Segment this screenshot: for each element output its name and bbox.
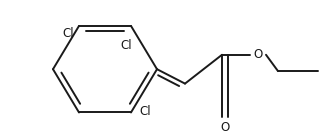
Text: Cl: Cl: [139, 105, 151, 118]
Text: Cl: Cl: [120, 39, 132, 52]
Text: O: O: [220, 121, 230, 134]
Text: Cl: Cl: [62, 27, 74, 40]
Text: O: O: [253, 48, 263, 61]
